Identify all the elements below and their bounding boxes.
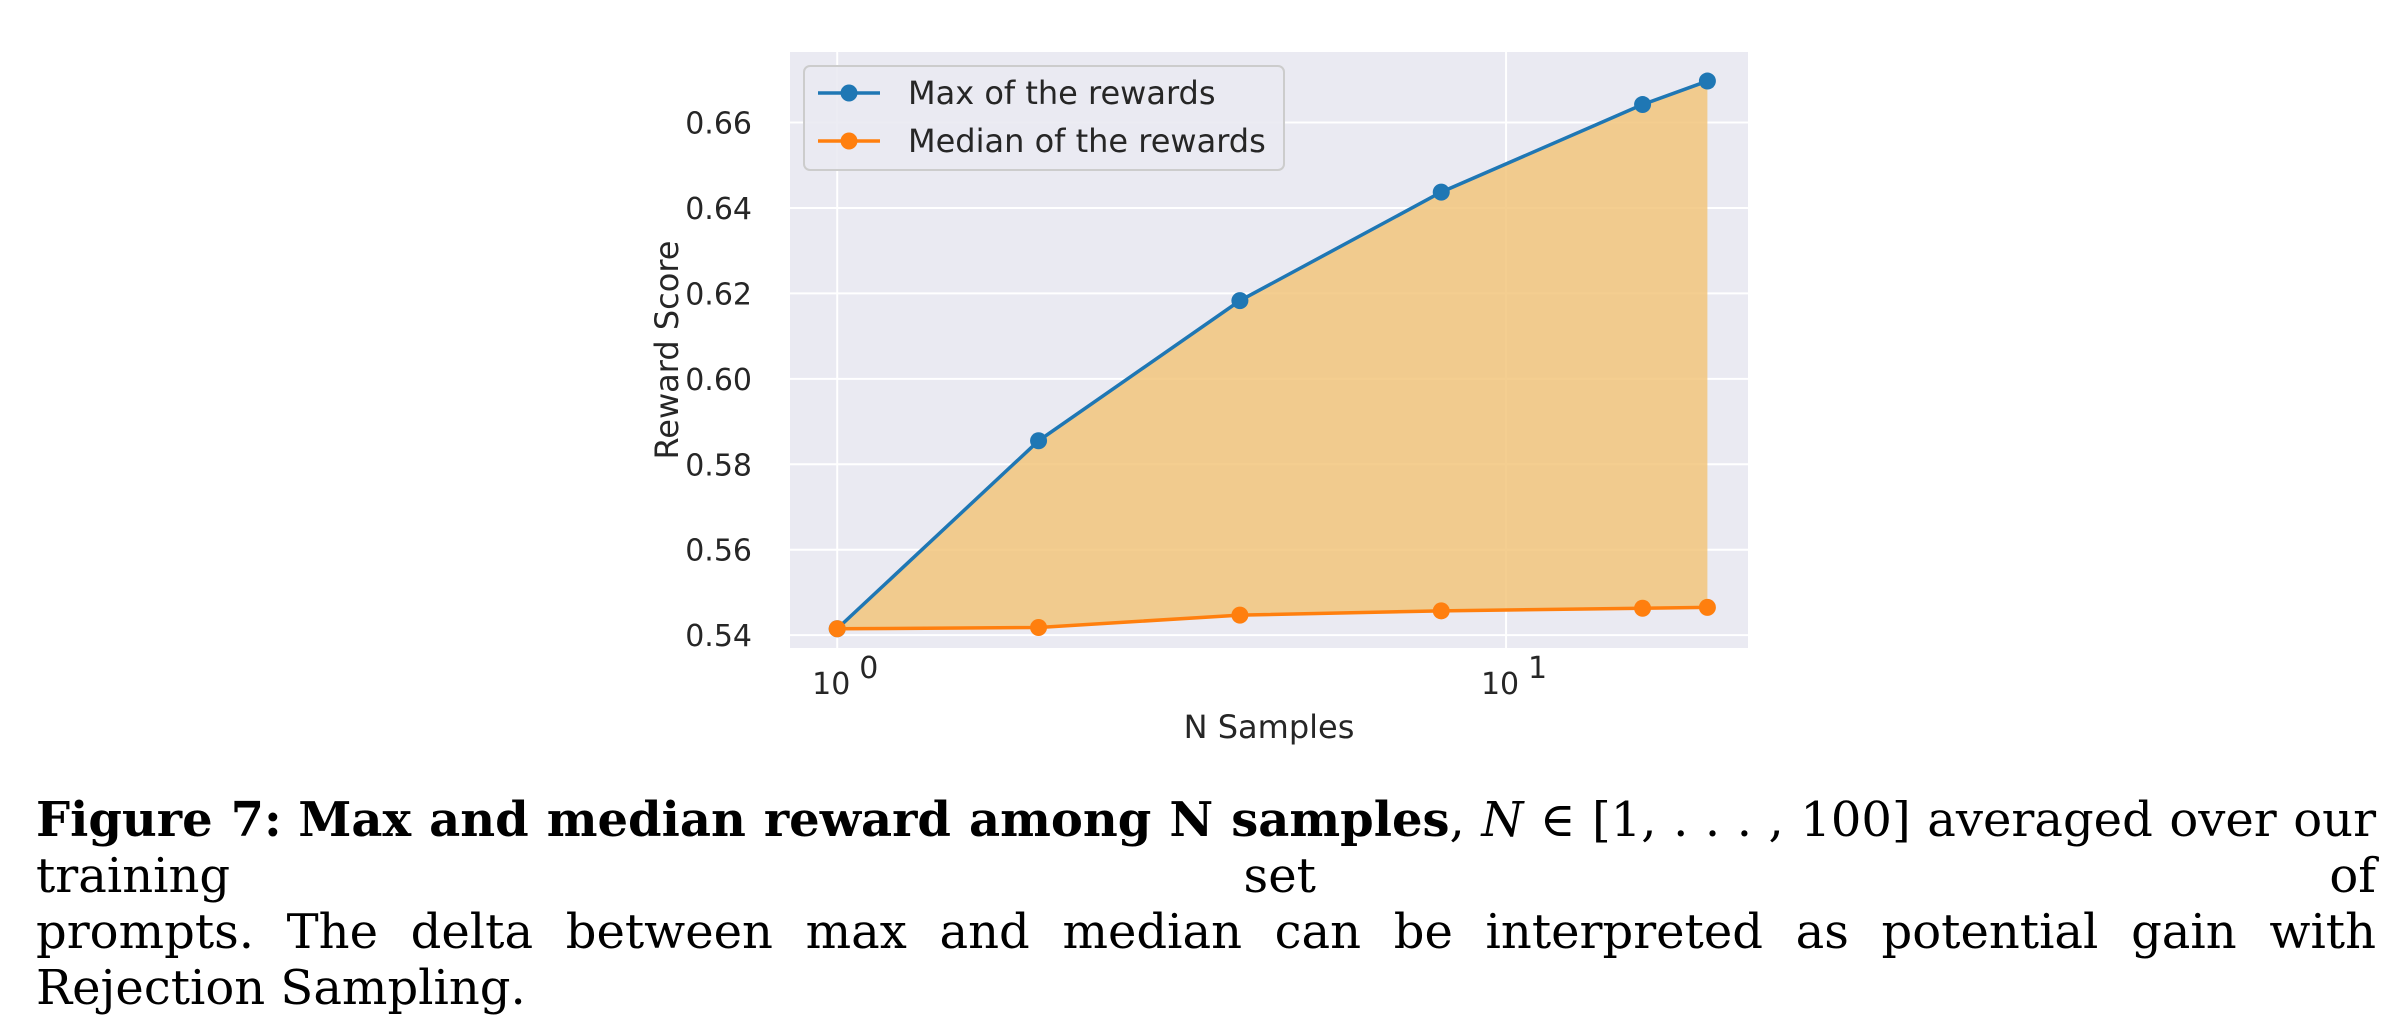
caption-math-var: N: [1481, 792, 1524, 848]
fill-between-area-path: [837, 81, 1708, 629]
legend-box: [803, 65, 1285, 171]
x-axis-label: N Samples: [1184, 708, 1355, 746]
y-axis-label: Reward Score: [648, 241, 686, 460]
y-tick-labels: 0.54 0.56 0.58 0.60 0.62 0.64 0.66: [685, 106, 752, 654]
caption-line-2: prompts. The delta between max and media…: [36, 904, 2376, 1016]
y-tick-label: 0.58: [685, 448, 752, 483]
x-tick-label: 10: [812, 667, 850, 702]
y-tick-label: 0.54: [685, 619, 752, 654]
series-1-point: [828, 620, 846, 638]
y-tick-label: 0.60: [685, 363, 752, 398]
reward-chart: 0.54 0.56 0.58 0.60 0.62 0.64 0.66 10 0 10 1 N Sa…: [648, 52, 1748, 746]
legend-swatch-marker: [840, 84, 858, 102]
y-tick-label: 0.62: [685, 277, 752, 312]
x-tick-label: 10: [1481, 667, 1519, 702]
series-0-point: [1432, 183, 1450, 201]
x-tick-exponent: 0: [859, 651, 878, 686]
series-1-point: [1231, 606, 1249, 624]
fill-between-area: [837, 81, 1708, 629]
figure-caption: Figure 7: Max and median reward among N …: [36, 792, 2376, 1016]
legend: Max of the rewards Median of the rewards: [803, 65, 1285, 171]
y-tick-label: 0.56: [685, 534, 752, 569]
x-tick-exponent: 1: [1528, 651, 1547, 686]
series-1-point: [1698, 598, 1716, 616]
caption-label: Figure 7:: [36, 792, 282, 848]
y-tick-label: 0.64: [685, 192, 752, 227]
legend-entry: Max of the rewards: [908, 74, 1216, 112]
caption-math-range: [1, . . . , 100]: [1592, 792, 1911, 848]
caption-line1-rest: averaged over our training set of: [36, 792, 2377, 904]
series-0-point: [1698, 72, 1716, 90]
series-1-point: [1432, 602, 1450, 620]
series-0-point: [1634, 96, 1652, 114]
series-layer: [828, 72, 1716, 638]
legend-entry: Median of the rewards: [908, 122, 1266, 160]
x-tick-labels: 10 0 10 1: [812, 651, 1547, 702]
caption-title: Max and median reward among N samples: [298, 792, 1450, 848]
series-0-point: [1231, 292, 1249, 310]
series-1-point: [1030, 618, 1048, 636]
series-0-point: [1030, 432, 1048, 450]
series-line-0: [836, 79, 1708, 631]
series-1-point: [1634, 599, 1652, 617]
legend-swatch-marker: [840, 132, 858, 150]
caption-line-1: Figure 7: Max and median reward among N …: [36, 792, 2377, 904]
series-line-1: [837, 605, 1708, 631]
y-tick-label: 0.66: [685, 106, 752, 141]
